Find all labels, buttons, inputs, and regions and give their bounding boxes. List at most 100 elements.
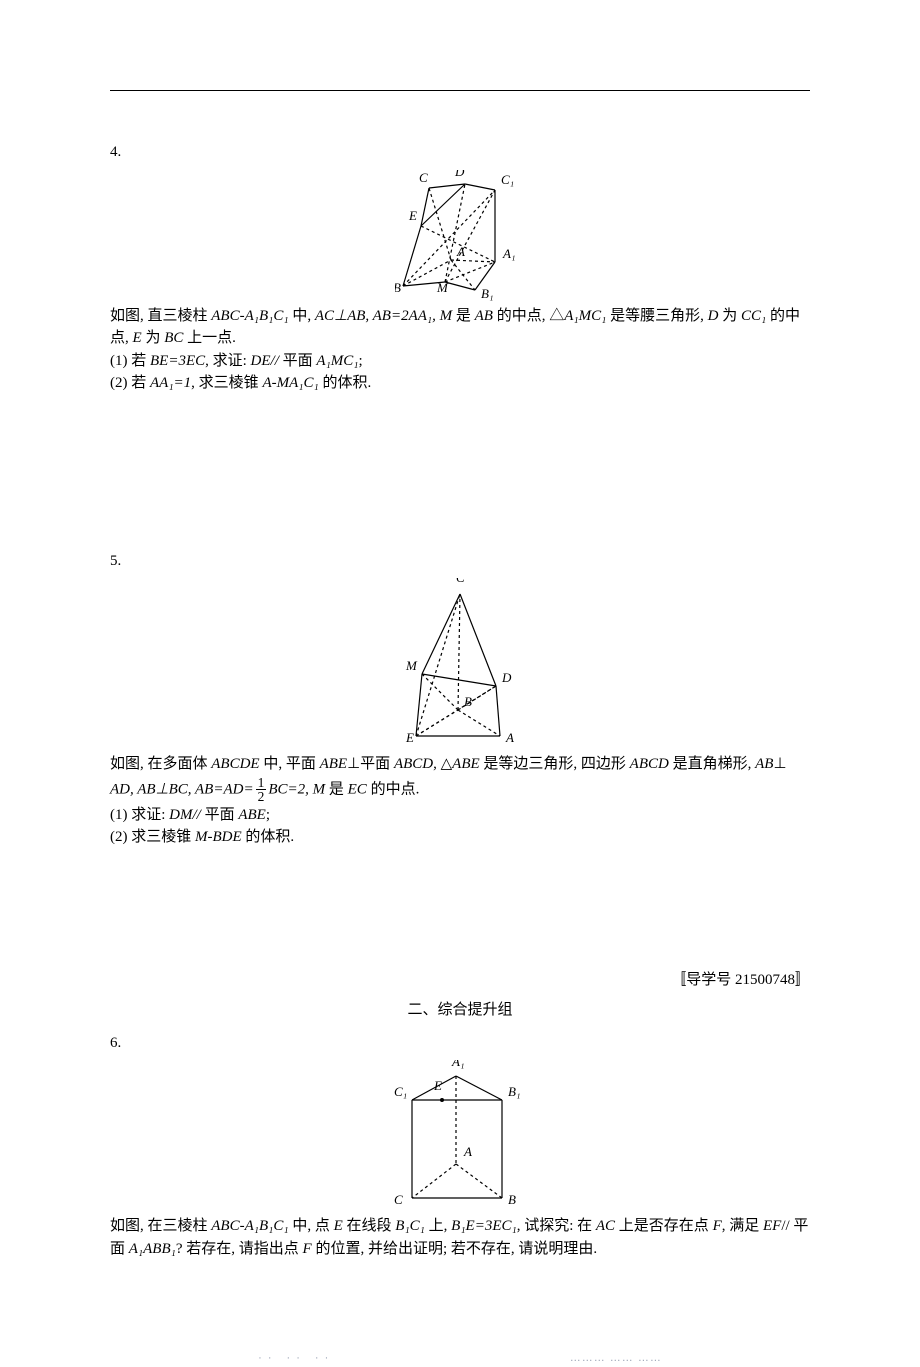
t: 中, 点 xyxy=(289,1218,334,1234)
t: 为 xyxy=(718,308,741,324)
footer-dots: ·· ·· ·· xyxy=(0,1350,920,1367)
reference-number: 〚导学号 21500748〛 xyxy=(110,969,810,992)
svg-text:A₁: A₁ xyxy=(502,246,515,261)
svg-text:C: C xyxy=(419,170,428,185)
t: ; xyxy=(359,353,363,369)
t: CC₁ xyxy=(741,308,766,324)
svg-text:A₁: A₁ xyxy=(451,1060,464,1069)
dots-left: ·· ·· ·· xyxy=(258,1352,334,1364)
svg-text:B: B xyxy=(464,694,472,709)
t: BE=3EC xyxy=(150,353,205,369)
svg-text:A: A xyxy=(456,244,465,259)
t: A₁ABB₁ xyxy=(129,1241,176,1257)
svg-text:B: B xyxy=(508,1192,516,1207)
t: DE// xyxy=(251,353,279,369)
t: 是直角梯形, xyxy=(669,756,755,772)
t: 的中点, △ xyxy=(493,308,564,324)
t: 中, xyxy=(289,308,315,324)
t: , 求三棱锥 xyxy=(191,375,262,391)
svg-text:C₁: C₁ xyxy=(394,1084,407,1099)
t: , △ xyxy=(433,756,452,772)
t: 如图, 在三棱柱 xyxy=(110,1218,211,1234)
q5-figure: CMDBEA xyxy=(110,578,810,753)
q5-number: 5. xyxy=(110,550,810,573)
t: D xyxy=(708,308,719,324)
t: 为 xyxy=(142,330,165,346)
spacer xyxy=(110,395,810,550)
t: A₁MC₁ xyxy=(316,353,358,369)
t: F xyxy=(713,1218,722,1234)
svg-text:E: E xyxy=(433,1078,442,1093)
q5-svg: CMDBEA xyxy=(390,578,530,753)
q6-svg: A₁ C₁ E B₁ A C B xyxy=(390,1060,530,1215)
t: ABCD xyxy=(630,756,669,772)
frac-top: 1 xyxy=(256,776,267,791)
t: 是 xyxy=(452,308,475,324)
t: AB xyxy=(755,756,773,772)
t: 上, xyxy=(425,1218,451,1234)
t: 如图, 在多面体 xyxy=(110,756,211,772)
t: 上一点. xyxy=(183,330,236,346)
top-rule xyxy=(110,90,810,91)
t: AB xyxy=(475,308,493,324)
t: BC xyxy=(164,330,183,346)
t: BC=2, M xyxy=(268,781,325,797)
t: 的位置, 并给出证明; 若不存在, 请说明理由. xyxy=(312,1241,597,1257)
t: , 试探究: 在 xyxy=(517,1218,596,1234)
q5-l2: AD, AB⊥BC, AB=AD=12BC=2, M 是 EC 的中点. xyxy=(110,776,810,804)
svg-text:E: E xyxy=(405,730,414,745)
t: 是等边三角形, 四边形 xyxy=(480,756,630,772)
q4-number: 4. xyxy=(110,141,810,164)
q4-svg: CDC₁EAA₁BMB₁ xyxy=(395,170,525,305)
svg-text:C₁: C₁ xyxy=(501,172,514,187)
t: ; xyxy=(266,807,270,823)
q5-p1: (1) 求证: DM// 平面 ABE; xyxy=(110,804,810,827)
q6-figure: A₁ C₁ E B₁ A C B xyxy=(110,1060,810,1215)
t: A₁MC₁ xyxy=(564,308,606,324)
svg-text:E: E xyxy=(408,208,417,223)
t: AA₁=1 xyxy=(150,375,191,391)
t: ABE xyxy=(320,756,348,772)
t: ABC-A₁B₁C₁ xyxy=(211,308,288,324)
t: AC⊥AB, AB=2AA₁, M xyxy=(315,308,452,324)
q6-number: 6. xyxy=(110,1032,810,1055)
t: AD, AB⊥BC, AB=AD= xyxy=(110,781,254,797)
page: 4. C D C₁ E A A₁ B M B₁ 如图, 直三棱柱 ABC-A₁B₁C₁ 中, A… xyxy=(0,90,920,1367)
svg-text:C: C xyxy=(456,578,465,585)
t: F xyxy=(303,1241,312,1257)
t: 是等腰三角形, xyxy=(606,308,707,324)
svg-text:D: D xyxy=(454,170,465,179)
svg-text:B: B xyxy=(395,280,401,295)
svg-text:M: M xyxy=(405,658,418,673)
fraction: 12 xyxy=(254,776,269,804)
t: B₁E=3EC₁ xyxy=(451,1218,517,1234)
t: 平面 xyxy=(201,807,239,823)
svg-text:B₁: B₁ xyxy=(508,1084,520,1099)
q5-l1: 如图, 在多面体 ABCDE 中, 平面 ABE⊥平面 ABCD, △ABE 是… xyxy=(110,753,810,776)
t: 的中点. xyxy=(367,781,420,797)
svg-text:D: D xyxy=(501,670,512,685)
svg-text:B₁: B₁ xyxy=(481,286,493,301)
t: 如图, 直三棱柱 xyxy=(110,308,211,324)
t: ABE xyxy=(452,756,480,772)
t: ABCD xyxy=(394,756,433,772)
q5-p2: (2) 求三棱锥 M-BDE 的体积. xyxy=(110,826,810,849)
q6-text: 如图, 在三棱柱 ABC-A₁B₁C₁ 中, 点 E 在线段 B₁C₁ 上, B… xyxy=(110,1215,810,1260)
t: 的体积. xyxy=(242,829,295,845)
t: (1) 求证: xyxy=(110,807,169,823)
t: 平面 xyxy=(279,353,317,369)
svg-text:C: C xyxy=(394,1192,403,1207)
t: ABC-A₁B₁C₁ xyxy=(211,1218,288,1234)
t: EF xyxy=(763,1218,781,1234)
t: E xyxy=(133,330,142,346)
t: (2) 求三棱锥 xyxy=(110,829,195,845)
t: ABE xyxy=(238,807,266,823)
svg-text:A: A xyxy=(463,1144,472,1159)
dots-right xyxy=(570,1352,662,1364)
t: A-MA₁C₁ xyxy=(262,375,318,391)
t: E xyxy=(334,1218,343,1234)
q4-intro: 如图, 直三棱柱 ABC-A₁B₁C₁ 中, AC⊥AB, AB=2AA₁, M… xyxy=(110,305,810,350)
t: ⊥平面 xyxy=(347,756,394,772)
q4-figure: CDC₁EAA₁BMB₁ xyxy=(110,170,810,305)
t: DM// xyxy=(169,807,201,823)
